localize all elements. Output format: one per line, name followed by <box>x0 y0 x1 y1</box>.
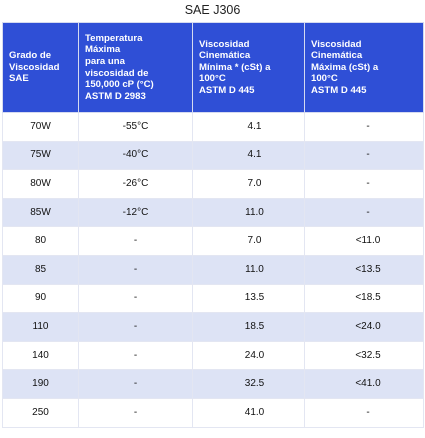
cell-max-viscosity: - <box>304 197 424 228</box>
cell-min-viscosity: 18.5 <box>192 312 305 342</box>
cell-min-viscosity: 11.0 <box>192 197 305 228</box>
cell-grade: 75W <box>2 140 79 171</box>
table-row: 75W -40°C 4.1 - <box>2 140 424 171</box>
cell-max-temperature: - <box>78 369 193 399</box>
cell-grade: 90 <box>2 283 79 314</box>
sae-viscosity-table: Grado de Viscosidad SAE Temperatura Máxi… <box>2 22 424 428</box>
document-title: SAE J306 <box>184 3 241 17</box>
cell-max-temperature: -26°C <box>78 169 193 199</box>
cell-max-temperature: - <box>78 226 193 256</box>
table-row: 85 - 11.0 <13.5 <box>2 254 424 285</box>
table-row: 80W -26°C 7.0 - <box>2 169 424 199</box>
table-row: 85W -12°C 11.0 - <box>2 197 424 228</box>
cell-grade: 110 <box>2 312 79 342</box>
cell-min-viscosity: 4.1 <box>192 112 305 142</box>
cell-min-viscosity: 32.5 <box>192 369 305 399</box>
cell-max-temperature: -55°C <box>78 112 193 142</box>
cell-max-temperature: - <box>78 397 193 428</box>
cell-min-viscosity: 11.0 <box>192 254 305 285</box>
cell-min-viscosity: 7.0 <box>192 226 305 256</box>
cell-min-viscosity: 24.0 <box>192 340 305 371</box>
cell-grade: 140 <box>2 340 79 371</box>
cell-grade: 80 <box>2 226 79 256</box>
cell-grade: 190 <box>2 369 79 399</box>
cell-max-viscosity: - <box>304 140 424 171</box>
cell-max-viscosity: - <box>304 397 424 428</box>
table-row: 110 - 18.5 <24.0 <box>2 312 424 342</box>
cell-min-viscosity: 4.1 <box>192 140 305 171</box>
cell-max-temperature: - <box>78 254 193 285</box>
cell-max-viscosity: - <box>304 112 424 142</box>
cell-max-temperature: - <box>78 340 193 371</box>
cell-grade: 250 <box>2 397 79 428</box>
cell-max-viscosity: <13.5 <box>304 254 424 285</box>
header-grade: Grado de Viscosidad SAE <box>2 22 79 113</box>
cell-max-viscosity: <32.5 <box>304 340 424 371</box>
cell-max-viscosity: <18.5 <box>304 283 424 314</box>
cell-grade: 85 <box>2 254 79 285</box>
cell-min-viscosity: 7.0 <box>192 169 305 199</box>
cell-min-viscosity: 13.5 <box>192 283 305 314</box>
table-row: 190 - 32.5 <41.0 <box>2 369 424 399</box>
cell-max-temperature: - <box>78 283 193 314</box>
cell-min-viscosity: 41.0 <box>192 397 305 428</box>
table-row: 80 - 7.0 <11.0 <box>2 226 424 256</box>
cell-grade: 70W <box>2 112 79 142</box>
table-row: 140 - 24.0 <32.5 <box>2 340 424 371</box>
cell-max-viscosity: <41.0 <box>304 369 424 399</box>
cell-max-viscosity: - <box>304 169 424 199</box>
cell-max-temperature: -40°C <box>78 140 193 171</box>
cell-max-temperature: - <box>78 312 193 342</box>
cell-grade: 85W <box>2 197 79 228</box>
header-min-viscosity: Viscosidad Cinemática Mínima * (cSt) a 1… <box>192 22 305 113</box>
table-row: 70W -55°C 4.1 - <box>2 112 424 142</box>
cell-grade: 80W <box>2 169 79 199</box>
cell-max-viscosity: <24.0 <box>304 312 424 342</box>
cell-max-viscosity: <11.0 <box>304 226 424 256</box>
table-row: 90 - 13.5 <18.5 <box>2 283 424 314</box>
table-row: 250 - 41.0 - <box>2 397 424 428</box>
header-max-temperature: Temperatura Máxima para una viscosidad d… <box>78 22 193 113</box>
cell-max-temperature: -12°C <box>78 197 193 228</box>
header-max-viscosity: Viscosidad Cinemática Máxima (cSt) a 100… <box>304 22 424 113</box>
table-header-row: Grado de Viscosidad SAE Temperatura Máxi… <box>2 22 424 113</box>
